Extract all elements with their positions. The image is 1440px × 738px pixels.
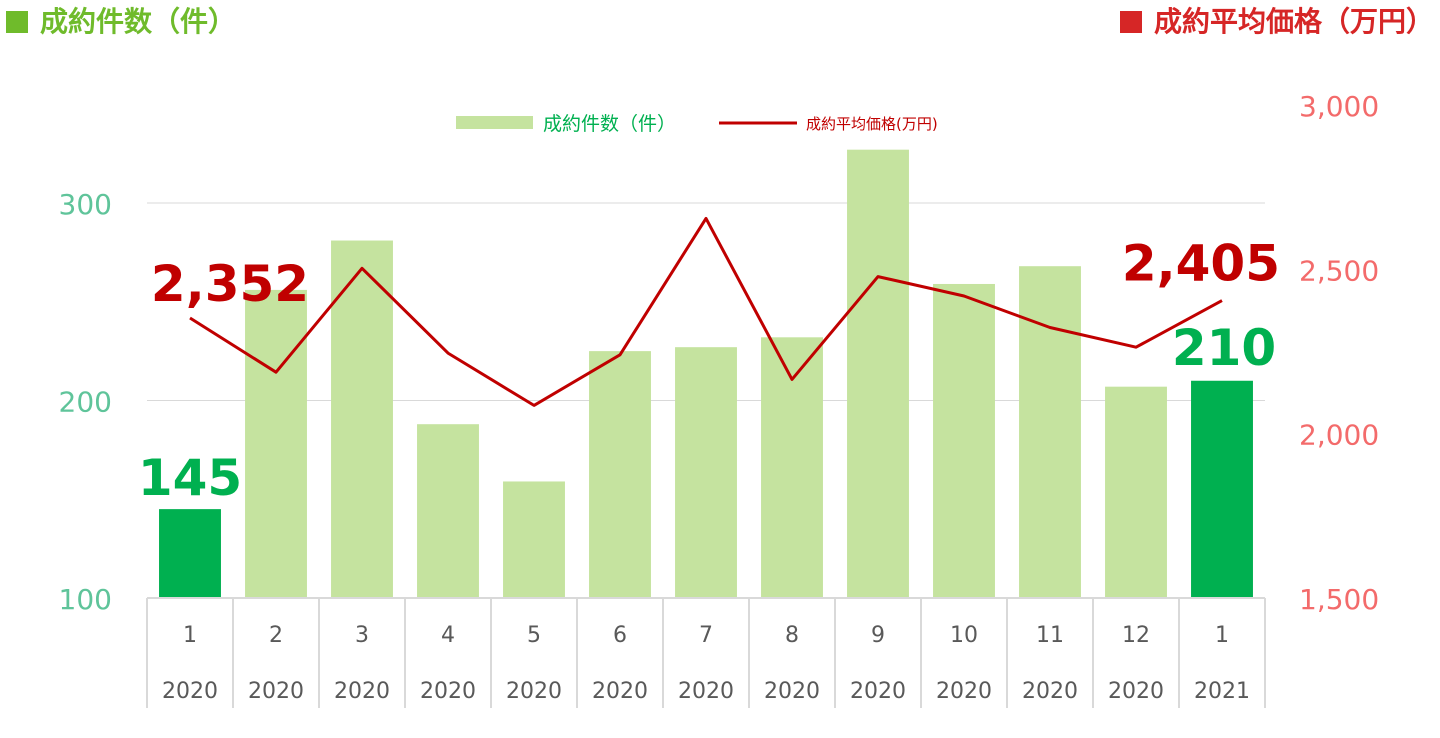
- bar: [1191, 380, 1253, 598]
- bar: [589, 351, 651, 598]
- line-data-label-last: 2,405: [1122, 235, 1280, 293]
- bar: [933, 283, 995, 598]
- legend-line-label: 成約平均価格(万円): [806, 115, 938, 133]
- bar: [1105, 386, 1167, 598]
- bar-series: [159, 149, 1253, 599]
- right-title-square: [1119, 11, 1142, 33]
- line-data-label-first: 2,352: [151, 255, 309, 313]
- bar: [1019, 266, 1081, 598]
- data-labels: 145 210 2,352 2,405: [138, 235, 1280, 508]
- right-tick-label: 3,000: [1299, 90, 1379, 123]
- bar: [331, 240, 393, 598]
- x-year-label: 2020: [334, 679, 390, 704]
- x-tick-label: 8: [785, 623, 799, 648]
- x-year-label: 2020: [678, 679, 734, 704]
- legend-bar-swatch: [456, 116, 533, 129]
- x-tick-label: 9: [871, 623, 885, 648]
- x-year-label: 2020: [506, 679, 562, 704]
- bar: [675, 347, 737, 598]
- bar-data-label-first: 145: [138, 449, 242, 507]
- x-year-label: 2020: [162, 679, 218, 704]
- left-tick-label: 100: [59, 583, 112, 616]
- left-tick-label: 300: [59, 188, 112, 221]
- x-year-label: 2020: [1108, 679, 1164, 704]
- x-tick-label: 11: [1036, 623, 1064, 648]
- bar: [159, 509, 221, 598]
- x-year-label: 2020: [936, 679, 992, 704]
- right-tick-label: 1,500: [1299, 583, 1379, 616]
- x-tick-label: 1: [183, 623, 197, 648]
- x-tick-label: 12: [1122, 623, 1150, 648]
- left-title-text: 成約件数（件）: [40, 5, 237, 38]
- right-tick-label: 2,500: [1299, 254, 1379, 287]
- x-year-label: 2021: [1194, 679, 1250, 704]
- left-axis: 100 200 300: [59, 188, 112, 616]
- x-tick-label: 2: [269, 623, 283, 648]
- right-title-text: 成約平均価格（万円）: [1153, 5, 1434, 38]
- x-year-label: 2020: [420, 679, 476, 704]
- right-tick-label: 2,000: [1299, 419, 1379, 452]
- legend-bar-label: 成約件数（件）: [543, 113, 676, 135]
- left-tick-label: 200: [59, 386, 112, 419]
- left-axis-title: 成約件数（件）: [6, 4, 236, 40]
- legend: 成約件数（件） 成約平均価格(万円): [456, 113, 938, 135]
- x-tick-label: 10: [950, 623, 978, 648]
- x-tick-label: 7: [699, 623, 713, 648]
- bar: [245, 289, 307, 598]
- x-tick-label: 1: [1215, 623, 1229, 648]
- bar: [503, 481, 565, 598]
- x-year-label: 2020: [1022, 679, 1078, 704]
- x-year-label: 2020: [764, 679, 820, 704]
- x-tick-label: 4: [441, 623, 455, 648]
- left-title-square: [6, 11, 28, 33]
- bar-data-label-last: 210: [1172, 319, 1276, 377]
- x-year-label: 2020: [850, 679, 906, 704]
- x-year-label: 2020: [248, 679, 304, 704]
- right-axis: 1,500 2,000 2,500 3,000: [1299, 90, 1379, 616]
- x-tick-label: 5: [527, 623, 541, 648]
- right-axis-title: 成約平均価格（万円）: [1119, 4, 1434, 40]
- bar: [847, 149, 909, 599]
- x-tick-label: 3: [355, 623, 369, 648]
- line-series: [189, 216, 1223, 407]
- x-year-label: 2020: [592, 679, 648, 704]
- x-tick-label: 6: [613, 623, 627, 648]
- bar: [417, 424, 479, 598]
